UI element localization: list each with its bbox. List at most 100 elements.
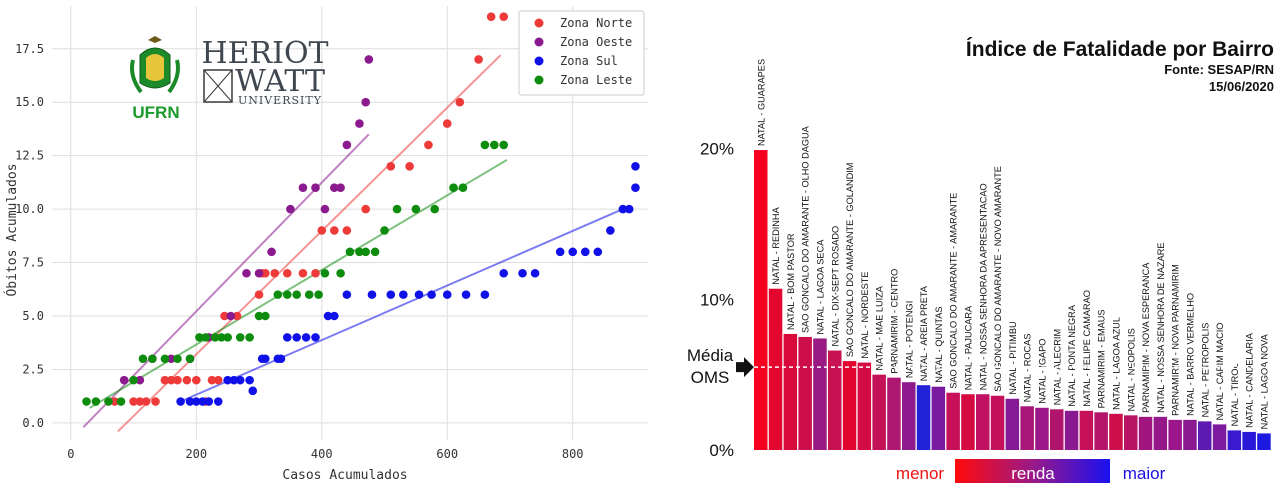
scatter-point bbox=[267, 247, 276, 257]
trendline bbox=[117, 54, 502, 433]
scatter-point bbox=[245, 333, 254, 342]
scatter-point bbox=[116, 397, 126, 406]
scatter-point bbox=[301, 333, 311, 342]
scatter-point bbox=[455, 97, 465, 107]
bar bbox=[990, 395, 1005, 450]
scatter-point bbox=[411, 204, 421, 214]
scatter-point bbox=[104, 397, 113, 406]
bar-category-label: NATAL - BOM PASTOR bbox=[786, 233, 796, 330]
bar-y-ticks: 0% 10% 20% bbox=[700, 140, 734, 460]
bar bbox=[916, 385, 931, 450]
watt-text: WATT bbox=[235, 64, 325, 99]
scatter-point bbox=[480, 140, 490, 150]
scatter-ticks: 0 200 400 600 800 0.0 2.5 5.0 7.5 10.0 12.5 15.0 17.… bbox=[15, 42, 583, 461]
bar-category-label: NATAL - FELIPE CAMARAO bbox=[1082, 290, 1092, 407]
scatter-point bbox=[320, 204, 330, 214]
bar bbox=[976, 394, 990, 450]
bar-category-label: NATAL - NOSSA SENHORA DE NAZARE bbox=[1156, 242, 1166, 412]
bar bbox=[1138, 416, 1153, 450]
bar bbox=[1212, 424, 1227, 450]
scatter-point bbox=[182, 375, 192, 385]
bar bbox=[828, 350, 842, 450]
bar bbox=[754, 150, 768, 450]
scatter-point bbox=[631, 183, 640, 193]
bar-category-label: PARNAMIRIM - NOVA ESPERANCA bbox=[1141, 262, 1151, 413]
scatter-point bbox=[593, 247, 603, 257]
bar-category-label: NATAL - LAGOA AZUL bbox=[1111, 317, 1121, 410]
scatter-point bbox=[449, 183, 458, 193]
scatter-trendlines bbox=[82, 54, 624, 433]
scatter-point bbox=[606, 226, 615, 235]
scatter-point bbox=[82, 397, 91, 406]
scatter-point bbox=[229, 375, 239, 385]
scatter-point bbox=[414, 290, 424, 299]
scatter-point bbox=[355, 119, 364, 128]
bar-chart: Índice de Fatalidade por Bairro Fonte: S… bbox=[687, 38, 1274, 483]
scatter-point bbox=[386, 290, 396, 299]
university-text: UNIVERSITY bbox=[238, 94, 322, 107]
scatter-point bbox=[361, 204, 370, 214]
scatter-point bbox=[286, 204, 295, 214]
scatter-point bbox=[320, 268, 330, 278]
scatter-point bbox=[424, 140, 433, 150]
bar-category-label: NATAL - PAJUCARA bbox=[963, 305, 973, 390]
scatter-point bbox=[173, 375, 182, 385]
x-tick-label: 800 bbox=[562, 447, 584, 461]
bar-y-tick-label: 0% bbox=[709, 441, 734, 460]
scatter-point bbox=[336, 268, 345, 278]
scatter-point bbox=[345, 247, 355, 257]
scatter-point bbox=[499, 12, 509, 21]
scatter-point bbox=[191, 375, 201, 385]
bar-category-label: SAO GONCALO DO AMARANTE - NOVO AMARANTE bbox=[993, 166, 1003, 392]
scatter-point bbox=[386, 162, 396, 171]
scatter-point bbox=[330, 183, 339, 193]
scatter-point bbox=[311, 268, 320, 278]
bar bbox=[768, 288, 783, 450]
scatter-point bbox=[499, 140, 509, 150]
bar-category-label: NATAL - AREIA PRETA bbox=[919, 285, 929, 381]
scatter-point bbox=[232, 311, 242, 321]
scatter-point bbox=[148, 354, 157, 364]
scatter-point bbox=[342, 140, 352, 150]
bar-category-label: NATAL - PETROPOLIS bbox=[1200, 323, 1210, 418]
scatter-point bbox=[217, 333, 226, 342]
scatter-point bbox=[427, 290, 436, 299]
scatter-point bbox=[380, 226, 389, 235]
scatter-point bbox=[235, 375, 245, 385]
scatter-point bbox=[311, 183, 320, 193]
heriot-text: HERIOT bbox=[201, 36, 328, 71]
scatter-point bbox=[282, 268, 292, 278]
scatter-point bbox=[624, 204, 634, 214]
legend-marker bbox=[534, 56, 544, 66]
y-tick-label: 17.5 bbox=[15, 42, 44, 56]
reference-label-media: Média bbox=[687, 346, 734, 365]
scatter-point bbox=[223, 333, 232, 342]
scatter-point bbox=[270, 268, 280, 278]
bar bbox=[1020, 406, 1034, 450]
reference-arrow-icon bbox=[736, 357, 754, 378]
scatter-point bbox=[392, 204, 402, 214]
scatter-point bbox=[185, 354, 195, 364]
bar-category-label: NATAL - DIX-SEPT ROSADO bbox=[830, 226, 840, 347]
scatter-point bbox=[355, 247, 364, 257]
scatter-point bbox=[486, 12, 496, 21]
y-axis-label: Óbitos Acumulados bbox=[4, 163, 20, 296]
bar bbox=[1198, 421, 1212, 450]
scatter-point bbox=[242, 268, 251, 278]
scatter-point bbox=[580, 247, 590, 257]
bar-category-label: NATAL - GUARAPES bbox=[756, 59, 766, 146]
bar-category-label: SAO GONCALO DO AMARANTE - OLHO DAGUA bbox=[801, 125, 811, 333]
scatter-point bbox=[119, 375, 129, 385]
bar-category-label: SAO GONCALO DO AMARANTE - AMARANTE bbox=[949, 193, 959, 389]
scatter-point bbox=[160, 375, 170, 385]
scatter-point bbox=[261, 354, 270, 364]
x-tick-label: 400 bbox=[311, 447, 333, 461]
scatter-point bbox=[314, 290, 323, 299]
legend-label: Zona Sul bbox=[560, 54, 618, 68]
y-tick-label: 2.5 bbox=[22, 362, 44, 376]
y-tick-label: 0.0 bbox=[22, 416, 44, 430]
scatter-point bbox=[261, 311, 270, 321]
scatter-point bbox=[367, 290, 377, 299]
bar bbox=[1094, 412, 1108, 450]
bar-chart-date: 15/06/2020 bbox=[1209, 79, 1274, 94]
